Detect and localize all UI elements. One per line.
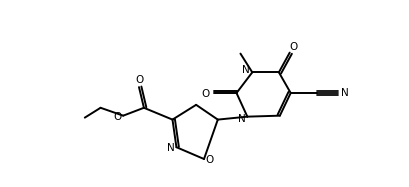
Text: O: O <box>136 75 144 85</box>
Text: N: N <box>243 65 250 75</box>
Text: O: O <box>113 112 121 122</box>
Text: O: O <box>206 155 214 165</box>
Text: O: O <box>290 42 298 52</box>
Text: N: N <box>341 88 349 98</box>
Text: N: N <box>238 114 245 124</box>
Text: O: O <box>202 89 210 99</box>
Text: N: N <box>166 143 174 153</box>
